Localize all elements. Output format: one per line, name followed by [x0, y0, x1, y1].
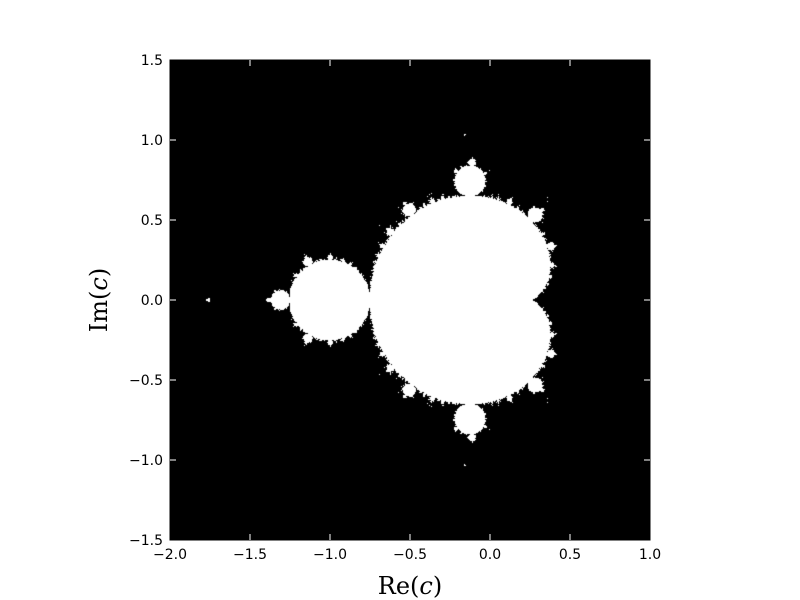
x-tick-label: 1.0	[639, 547, 661, 563]
mandelbrot-set-image	[170, 60, 650, 540]
plot-area	[169, 59, 651, 541]
y-axis-label: Im(c)	[85, 268, 113, 332]
y-tick-label: 1.5	[141, 53, 163, 69]
x-tick-label: −1.5	[233, 547, 267, 563]
y-tick-label: 1.0	[141, 133, 163, 149]
y-tick-label: 0.5	[141, 213, 163, 229]
y-axis-label-var: c	[85, 277, 113, 290]
y-axis-ticks: −1.5 −1.0 −0.5 0.0 0.5 1.0 1.5	[129, 53, 650, 549]
x-axis-label-prefix: Re(	[378, 572, 420, 600]
y-axis-label-suffix: )	[85, 268, 113, 277]
x-axis-ticks: −2.0 −1.5 −1.0 −0.5 0.0 0.5 1.0	[153, 60, 661, 563]
x-tick-label: −1.0	[313, 547, 347, 563]
y-tick-label: −1.5	[129, 533, 163, 549]
x-axis-label-var: c	[419, 572, 432, 600]
x-tick-label: −0.5	[393, 547, 427, 563]
x-axis-label: Re(c)	[378, 572, 442, 600]
x-tick-label: 0.0	[479, 547, 501, 563]
y-axis-label-prefix: Im(	[85, 291, 113, 333]
x-tick-label: 0.5	[559, 547, 581, 563]
x-axis-label-suffix: )	[433, 572, 442, 600]
y-tick-label: −1.0	[129, 453, 163, 469]
x-tick-label: −2.0	[153, 547, 187, 563]
y-tick-label: 0.0	[141, 293, 163, 309]
y-tick-label: −0.5	[129, 373, 163, 389]
